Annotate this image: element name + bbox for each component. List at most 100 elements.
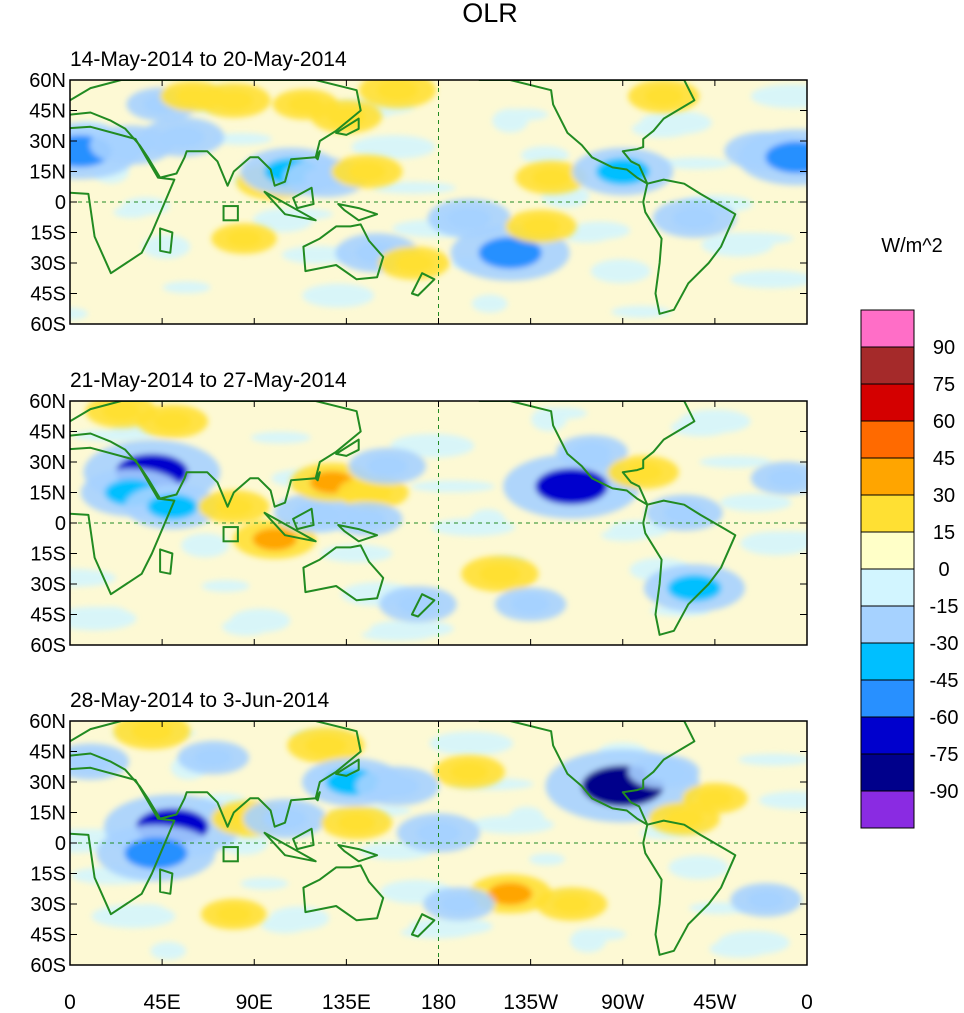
x-tick-label: 90W xyxy=(601,991,644,1013)
colorbar-label: 15 xyxy=(933,522,955,544)
y-tick-label: 30N xyxy=(29,452,66,474)
land-outline xyxy=(70,80,362,187)
land-outline xyxy=(410,593,436,618)
land-outline xyxy=(410,913,436,938)
x-tick-label: 45W xyxy=(693,991,736,1013)
land-outline xyxy=(478,721,696,826)
anomaly-core xyxy=(644,762,683,782)
texture-blob xyxy=(113,206,150,219)
y-tick-label: 30N xyxy=(29,131,66,153)
colorbar-label: -90 xyxy=(930,781,959,803)
land-outline xyxy=(263,190,317,222)
y-tick-label: 30S xyxy=(30,574,66,596)
land-outline xyxy=(335,758,360,777)
box-marker xyxy=(222,846,239,863)
anomaly-core xyxy=(288,95,323,114)
land-outline xyxy=(70,446,176,596)
colorbar-legend: W/m^2 90 75 60 45 30 15 0 -15 -30 -45 -60 -75 -90 xyxy=(860,235,959,829)
chart-title: OLR xyxy=(462,0,518,28)
colorbar-label: 0 xyxy=(938,559,949,581)
anomaly-core xyxy=(194,748,233,768)
panel-period-label: 28-May-2014 to 3-Jun-2014 xyxy=(70,689,329,712)
texture-blob xyxy=(470,815,555,834)
land-outline xyxy=(335,117,360,136)
texture-blob xyxy=(730,270,807,289)
x-tick-label: 90E xyxy=(236,991,273,1013)
y-tick-label: 60N xyxy=(29,711,66,733)
box-marker xyxy=(222,526,239,543)
colorbar-swatch xyxy=(860,420,915,459)
y-tick-label: 60S xyxy=(30,635,66,657)
anomaly-core xyxy=(450,762,489,782)
anomaly-field xyxy=(70,401,807,641)
y-tick-label: 15S xyxy=(30,864,66,886)
y-tick-label: 45N xyxy=(29,101,66,123)
land-outline xyxy=(159,227,174,254)
anomaly-core xyxy=(395,253,433,273)
texture-blob xyxy=(709,939,770,958)
land-outline xyxy=(302,864,385,922)
land-outline xyxy=(263,511,317,543)
anomaly-core xyxy=(131,721,173,742)
colorbar-swatch xyxy=(860,309,915,348)
x-tick-label: 45E xyxy=(143,991,180,1013)
texture-blob xyxy=(529,853,566,866)
texture-blob xyxy=(699,456,772,468)
texture-blob xyxy=(181,533,230,558)
colorbar-swatch xyxy=(860,753,915,792)
colorbar-label: -45 xyxy=(930,670,959,692)
texture-blob xyxy=(631,119,692,138)
x-axis-ticks: 0 45E 90E 135E 180 135W 90W 45W 0 xyxy=(64,991,813,1013)
texture-blob xyxy=(211,132,272,145)
texture-blob xyxy=(73,429,158,442)
anomaly-core xyxy=(697,789,733,807)
land-outline xyxy=(263,831,317,863)
texture-blob xyxy=(740,531,807,556)
anomaly-core xyxy=(102,401,141,421)
land-outline xyxy=(314,150,321,161)
land-outline xyxy=(335,438,360,457)
x-tick-label: 135E xyxy=(322,991,371,1013)
x-tick-label: 180 xyxy=(421,991,456,1013)
anomaly-core xyxy=(124,837,188,869)
anomaly-core xyxy=(663,502,705,524)
texture-blob xyxy=(520,146,569,165)
anomaly-core xyxy=(347,509,386,529)
y-tick-label: 0 xyxy=(55,833,66,855)
texture-blob xyxy=(302,283,375,308)
anomaly-core xyxy=(667,574,722,602)
anomaly-core xyxy=(521,216,560,236)
anomaly-core xyxy=(747,890,785,910)
anomaly-core xyxy=(375,775,420,798)
anomaly-core xyxy=(293,501,338,524)
colorbar-label: -30 xyxy=(930,633,959,655)
land-outline xyxy=(292,507,315,531)
y-tick-label: 15S xyxy=(30,544,66,566)
land-outline xyxy=(642,178,737,315)
y-tick-label: 60N xyxy=(29,391,66,413)
anomaly-field xyxy=(70,80,807,320)
texture-blob xyxy=(410,480,495,493)
colorbar-label: -75 xyxy=(930,744,959,766)
anomaly-core xyxy=(447,207,492,230)
anomaly-core xyxy=(354,483,392,502)
y-tick-label: 30N xyxy=(29,772,66,794)
colorbar-swatch xyxy=(860,568,915,607)
anomaly-core xyxy=(535,468,608,505)
anomaly-core xyxy=(305,735,347,756)
y-tick-label: 60S xyxy=(30,314,66,336)
texture-blob xyxy=(600,529,649,542)
colorbar-label: 60 xyxy=(933,411,955,433)
anomaly-core xyxy=(479,563,521,585)
x-tick-label: 135W xyxy=(503,991,558,1013)
texture-blob xyxy=(222,617,271,636)
anomaly-core xyxy=(644,86,683,106)
land-outline xyxy=(70,401,362,508)
anomaly-core xyxy=(767,468,806,488)
anomaly-core xyxy=(347,162,386,181)
texture-blob xyxy=(201,580,250,593)
texture-blob xyxy=(260,915,309,934)
colorbar-label: 30 xyxy=(933,485,955,507)
